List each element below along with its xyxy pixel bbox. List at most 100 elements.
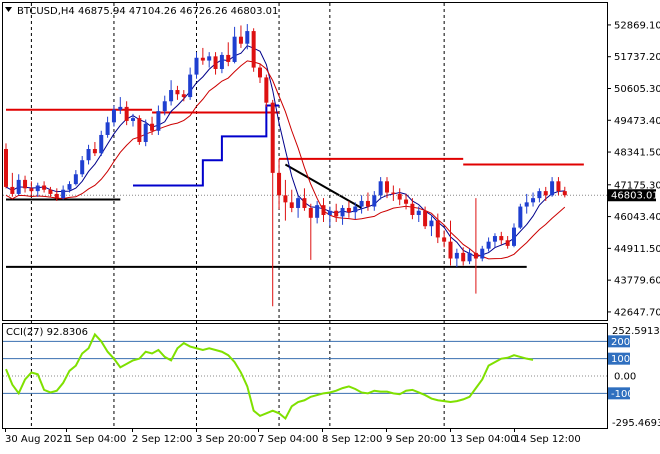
candle-body[interactable] [42, 185, 47, 190]
candle-body[interactable] [251, 31, 256, 68]
time-tick-label: 30 Aug 2021 [5, 434, 69, 445]
candle-body[interactable] [518, 206, 523, 228]
candle-body[interactable] [245, 31, 250, 44]
candle-body[interactable] [531, 198, 536, 203]
candle-body[interactable] [213, 56, 218, 69]
candle-body[interactable] [315, 205, 320, 218]
candle-body[interactable] [524, 202, 529, 207]
candle-body[interactable] [308, 207, 313, 218]
candle-body[interactable] [219, 54, 224, 69]
candle-body[interactable] [99, 134, 104, 154]
candle-body[interactable] [10, 186, 15, 194]
candle-body[interactable] [372, 195, 377, 207]
time-tick-label: 9 Sep 20:00 [386, 434, 446, 445]
candle-body[interactable] [169, 90, 174, 102]
price-tick-label: 52869.10 [614, 20, 660, 31]
candle-body[interactable] [562, 191, 567, 196]
candle-body[interactable] [289, 202, 294, 208]
candle-body[interactable] [365, 200, 370, 207]
candle-body[interactable] [35, 185, 40, 192]
candle-body[interactable] [283, 195, 288, 203]
candle-body[interactable] [238, 36, 243, 44]
candle-body[interactable] [124, 106, 129, 121]
candle-body[interactable] [150, 123, 155, 131]
candle-body[interactable] [385, 181, 389, 193]
candle-body[interactable] [537, 191, 542, 199]
candle-body[interactable] [67, 184, 72, 190]
candle-body[interactable] [54, 193, 59, 199]
candle-body[interactable] [29, 188, 34, 192]
candle-body[interactable] [80, 160, 85, 175]
candle-body[interactable] [461, 252, 466, 262]
candle-body[interactable] [480, 248, 485, 259]
candle-body[interactable] [410, 203, 415, 215]
candle-body[interactable] [111, 109, 116, 123]
candle-body[interactable] [194, 57, 199, 75]
candle-body[interactable] [270, 102, 275, 173]
dropdown-triangle-icon[interactable] [5, 7, 12, 12]
trendline[interactable] [284, 163, 363, 209]
candle-body[interactable] [404, 199, 409, 204]
candle-body[interactable] [188, 74, 193, 98]
candle-body[interactable] [181, 94, 186, 98]
candle-body[interactable] [486, 241, 491, 249]
candle-body[interactable] [556, 181, 561, 192]
candle-body[interactable] [473, 252, 478, 259]
candle-body[interactable] [499, 236, 504, 241]
candle-body[interactable] [200, 57, 205, 61]
candle-body[interactable] [302, 198, 307, 208]
candle-body[interactable] [232, 36, 237, 62]
candle-body[interactable] [346, 207, 351, 213]
candle-body[interactable] [277, 172, 282, 196]
candle-body[interactable] [23, 179, 28, 189]
candle-body[interactable] [86, 149, 91, 161]
candle-body[interactable] [207, 56, 212, 61]
candle-body[interactable] [73, 174, 78, 185]
cci-level-label: 0.00 [614, 372, 636, 383]
candle-body[interactable] [454, 252, 459, 259]
candle-body[interactable] [397, 193, 402, 200]
candle-body[interactable] [327, 210, 332, 215]
candle-body[interactable] [4, 149, 8, 187]
candle-body[interactable] [429, 220, 434, 227]
candle-body[interactable] [423, 210, 428, 227]
candle-body[interactable] [137, 118, 142, 142]
candle-body[interactable] [512, 227, 516, 246]
candle-body[interactable] [296, 198, 301, 208]
candle-body[interactable] [492, 236, 497, 242]
candle-body[interactable] [61, 189, 66, 199]
time-tick-label: 7 Sep 04:00 [258, 434, 318, 445]
candle-body[interactable] [435, 220, 440, 238]
indicator-header: CCI(27) 92.8306 [6, 327, 88, 338]
candle-body[interactable] [391, 192, 396, 194]
candle-body[interactable] [131, 118, 135, 121]
candle-body[interactable] [321, 205, 326, 215]
candle-body[interactable] [505, 240, 510, 246]
candle-body[interactable] [264, 77, 269, 103]
cci-line[interactable] [5, 332, 534, 421]
candle-body[interactable] [340, 207, 345, 217]
current-price-box [608, 189, 656, 202]
candle-body[interactable] [467, 252, 472, 262]
candle-body[interactable] [175, 90, 180, 95]
candle-body[interactable] [258, 67, 262, 78]
candle-body[interactable] [334, 210, 339, 217]
candle-body[interactable] [359, 200, 364, 207]
candle-body[interactable] [378, 181, 383, 196]
candle-body[interactable] [442, 237, 447, 242]
candle-body[interactable] [162, 101, 167, 112]
candle-body[interactable] [105, 122, 110, 135]
candle-body[interactable] [143, 123, 148, 142]
candle-body[interactable] [353, 206, 358, 213]
candle-body[interactable] [226, 54, 231, 62]
candle-body[interactable] [156, 111, 161, 131]
candle-body[interactable] [118, 106, 123, 110]
candle-body[interactable] [448, 241, 453, 259]
candle-body[interactable] [550, 181, 555, 196]
candle-body[interactable] [92, 149, 97, 154]
candle-body[interactable] [48, 189, 53, 194]
candle-body[interactable] [416, 210, 421, 215]
candle-body[interactable] [543, 191, 548, 196]
candle-body[interactable] [16, 179, 21, 194]
